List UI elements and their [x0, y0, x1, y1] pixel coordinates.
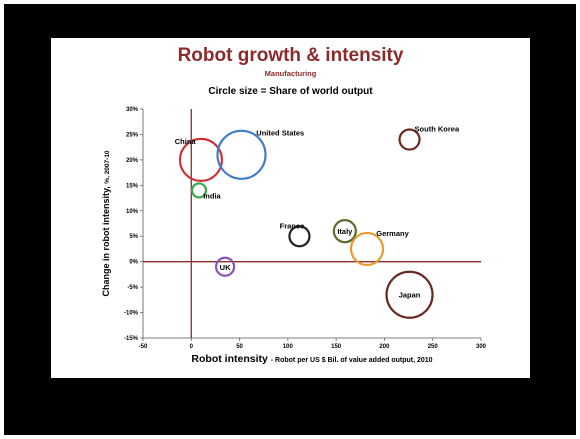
- y-tick-label: -5%: [127, 285, 138, 291]
- bubble-italy: [332, 219, 357, 244]
- x-tick-label: 250: [428, 344, 439, 350]
- x-tick-label: -50: [139, 344, 148, 350]
- y-tick-label: 20%: [126, 158, 139, 164]
- bubble-label-uk: UK: [220, 263, 231, 272]
- x-tick-label: 50: [236, 344, 243, 350]
- x-tick-label: 150: [331, 344, 342, 350]
- bubble-label-france: France: [280, 222, 305, 231]
- chart-title: Robot growth & intensity: [177, 45, 404, 66]
- y-tick-label: -10%: [124, 311, 139, 317]
- y-axis-title: Change in robot intensity, %, 2007-10: [101, 150, 111, 296]
- bubble-india: [190, 182, 208, 199]
- x-tick-label: 0: [190, 344, 194, 350]
- bubble-china: [178, 137, 224, 182]
- bubble-france: [288, 225, 311, 248]
- y-tick-label: 5%: [129, 234, 138, 240]
- y-tick-label: 25%: [126, 132, 139, 138]
- x-tick-label: 200: [379, 344, 390, 350]
- bubble-label-china: China: [175, 137, 197, 146]
- slide: Robot growth & intensity Manufacturing C…: [51, 38, 530, 378]
- bubble-chart: 30% 25% 20% 15% 10% 5% 0% -5% -10% -15%-50 0 50 100 1…: [101, 107, 487, 365]
- bubble-label-japan: Japan: [399, 291, 421, 300]
- x-tick-label: 300: [476, 344, 487, 350]
- y-tick-label: -15%: [124, 336, 139, 342]
- bubble-uk: [214, 256, 236, 277]
- chart-subtitle: Manufacturing: [264, 69, 317, 78]
- x-axis-title: Robot intensity - Robot per US $ Bil. of…: [191, 353, 432, 365]
- bubble-label-italy: Italy: [337, 227, 353, 236]
- y-tick-label: 10%: [126, 209, 139, 215]
- y-tick-label: 30%: [126, 107, 139, 113]
- bubble-germany: [349, 231, 385, 267]
- bubble-south-korea: [398, 128, 421, 151]
- bubble-label-india: India: [203, 192, 221, 201]
- y-tick-label: 15%: [126, 183, 139, 189]
- bubble-united-states: [216, 129, 267, 180]
- bubble-label-united-states: United States: [256, 129, 304, 138]
- black-frame: Robot growth & intensity Manufacturing C…: [4, 4, 576, 435]
- chart-note: Circle size = Share of world output: [208, 86, 373, 97]
- bubble-label-germany: Germany: [376, 229, 409, 238]
- bubble-japan: [385, 270, 434, 319]
- bubble-label-south-korea: South Korea: [415, 125, 460, 134]
- x-tick-label: 100: [283, 344, 294, 350]
- y-tick-label: 0%: [129, 260, 138, 266]
